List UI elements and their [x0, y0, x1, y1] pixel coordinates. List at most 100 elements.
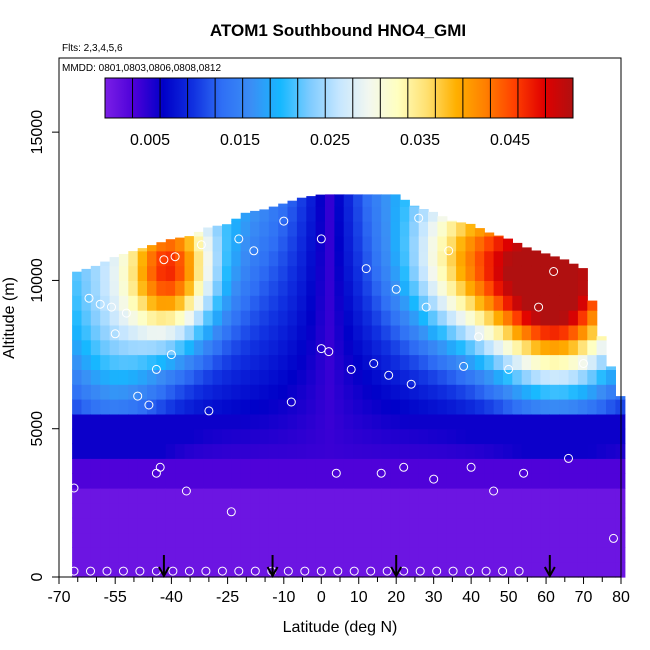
heatmap-cell [250, 324, 261, 341]
heatmap-cell [287, 458, 298, 474]
heatmap-cell [399, 221, 410, 237]
heatmap-cell [353, 532, 364, 548]
heatmap-cell [493, 384, 504, 400]
heatmap-cell [268, 324, 279, 341]
heatmap-cell [531, 295, 542, 311]
heatmap-cell [137, 310, 148, 326]
heatmap-cell [531, 354, 542, 370]
heatmap-cell [353, 250, 364, 267]
heatmap-cell [315, 235, 326, 252]
heatmap-cell [325, 206, 335, 222]
heatmap-cell [203, 547, 214, 563]
heatmap-cell [156, 242, 167, 252]
heatmap-cell [109, 562, 120, 578]
heatmap-cell [118, 295, 129, 311]
heatmap-cell [343, 517, 354, 534]
heatmap-cell [193, 231, 204, 237]
heatmap-cell [437, 324, 448, 341]
heatmap-cell [325, 265, 335, 281]
heatmap-cell [559, 310, 570, 326]
heatmap-cell [100, 280, 111, 296]
heatmap-cell [390, 280, 401, 296]
heatmap-cell [371, 502, 382, 519]
heatmap-cell [549, 295, 560, 311]
heatmap-cell [484, 502, 495, 519]
heatmap-cell [109, 502, 120, 519]
heatmap-cell [521, 532, 532, 548]
heatmap-cell [268, 428, 279, 445]
heatmap-cell [259, 547, 270, 563]
heatmap-cell [371, 413, 382, 430]
heatmap-cell [278, 384, 289, 400]
heatmap-cell [137, 248, 148, 252]
heatmap-cell [399, 206, 410, 222]
heatmap-cell [165, 517, 176, 534]
heatmap-cell [587, 532, 598, 548]
heatmap-cell [568, 532, 579, 548]
heatmap-cell [371, 369, 382, 385]
heatmap-cell [418, 428, 429, 445]
heatmap-cell [212, 473, 223, 489]
heatmap-cell [296, 339, 307, 356]
heatmap-cell [240, 265, 251, 281]
heatmap-cell [334, 194, 345, 207]
heatmap-cell [109, 384, 120, 400]
heatmap-cell [156, 310, 167, 326]
heatmap-cell [231, 443, 242, 459]
heatmap-cell [137, 280, 148, 296]
heatmap-cell [278, 206, 289, 222]
observation-point [504, 364, 514, 374]
heatmap-cell [512, 428, 523, 445]
heatmap-cell [456, 517, 467, 534]
heatmap-cell [315, 250, 326, 267]
heatmap-cell [100, 547, 111, 563]
heatmap-cell [456, 324, 467, 341]
heatmap-cell [90, 547, 101, 563]
heatmap-cell [306, 196, 317, 207]
heatmap-cell [353, 458, 364, 474]
heatmap-cell [306, 473, 317, 489]
heatmap-cell [147, 532, 157, 548]
heatmap-cell [437, 547, 448, 563]
heatmap-cell [90, 458, 101, 474]
heatmap-cell [147, 384, 157, 400]
heatmap-cell [325, 502, 335, 519]
colorbar-tick-label: 0.035 [400, 132, 440, 149]
heatmap-cell [577, 458, 588, 474]
heatmap-cell [399, 458, 410, 474]
heatmap-cell [587, 443, 598, 459]
heatmap-cell [222, 562, 232, 578]
heatmap-cell [399, 399, 410, 415]
heatmap-cell [381, 562, 392, 578]
heatmap-cell [81, 310, 92, 326]
heatmap-cell [118, 339, 129, 356]
heatmap-cell [240, 384, 251, 400]
heatmap-cell [456, 222, 467, 237]
heatmap-cell [596, 336, 607, 341]
heatmap-cell [212, 265, 223, 281]
heatmap-cell [147, 547, 157, 563]
heatmap-cell [596, 369, 607, 385]
heatmap-cell [203, 458, 214, 474]
observation-point [86, 566, 95, 576]
heatmap-cell [315, 310, 326, 326]
heatmap-cell [325, 310, 335, 326]
heatmap-cell [615, 443, 626, 459]
heatmap-cell [278, 354, 289, 370]
colorbar-tick-labels: 0.005 0.015 0.025 0.035 0.045 [130, 132, 530, 149]
heatmap-cell [559, 473, 570, 489]
heatmap-cell [118, 324, 129, 341]
heatmap-cell [259, 354, 270, 370]
heatmap-cell [203, 227, 214, 237]
heatmap-cell [81, 547, 92, 563]
heatmap-cell [521, 458, 532, 474]
heatmap-cell [474, 458, 485, 474]
heatmap-cell [147, 250, 157, 267]
heatmap-cell [437, 295, 448, 311]
heatmap-cell [474, 443, 485, 459]
heatmap-cell [81, 384, 92, 400]
heatmap-cell [165, 458, 176, 474]
heatmap-cell [315, 562, 326, 578]
heatmap-cell [474, 517, 485, 534]
heatmap-cell [100, 532, 111, 548]
